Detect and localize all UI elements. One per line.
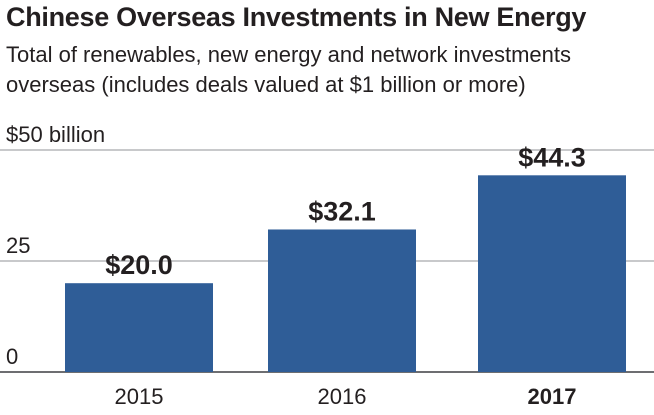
- y-tick-label: 25: [6, 233, 30, 258]
- y-tick-label: 0: [6, 344, 18, 369]
- x-tick-label-2015: 2015: [115, 384, 164, 409]
- x-tick-label-2016: 2016: [318, 384, 367, 409]
- x-tick-labels: 2015 2016 2017: [115, 384, 577, 409]
- bar-value-labels: $20.0 $32.1 $44.3: [105, 142, 586, 280]
- bar-value-label-2017: $44.3: [518, 142, 586, 172]
- chart-subtitle: Total of renewables, new energy and netw…: [6, 42, 571, 97]
- bar-2015: [65, 283, 213, 372]
- y-tick-labels: $50 billion 25 0: [6, 122, 105, 369]
- bar-2017: [478, 175, 626, 372]
- bars: [65, 175, 626, 372]
- chart-title: Chinese Overseas Investments in New Ener…: [6, 2, 587, 32]
- y-tick-label: $50 billion: [6, 122, 105, 147]
- bar-value-label-2016: $32.1: [308, 196, 376, 226]
- bar-value-label-2015: $20.0: [105, 250, 173, 280]
- x-tick-label-2017: 2017: [528, 384, 577, 409]
- bar-2016: [268, 229, 416, 372]
